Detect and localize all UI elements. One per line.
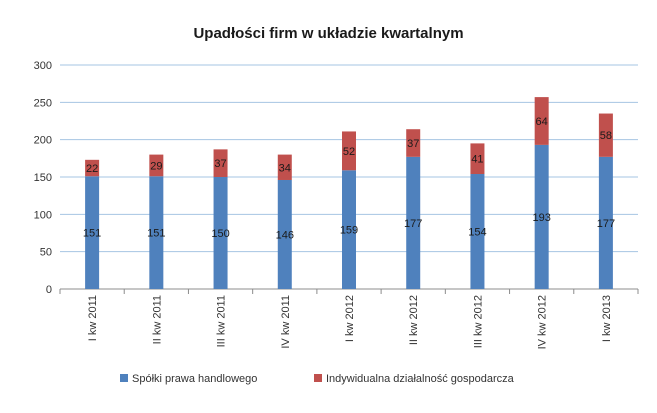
- legend-label: Spółki prawa handlowego: [132, 373, 257, 385]
- data-label: 37: [407, 138, 419, 150]
- x-tick-label: II kw 2012: [408, 295, 420, 345]
- bar-segment: [406, 156, 421, 289]
- data-label: 41: [471, 154, 483, 166]
- bar-segment: [213, 149, 228, 177]
- data-label: 146: [276, 229, 294, 241]
- data-label: 58: [600, 130, 612, 142]
- legend-label: Indywidualna działalność gospodarcza: [326, 373, 515, 385]
- x-tick-label: I kw 2013: [601, 295, 613, 342]
- bar-segment: [85, 176, 100, 289]
- chart-title: Upadłości firm w układzie kwartalnym: [193, 25, 464, 42]
- data-label: 193: [532, 212, 550, 224]
- data-label: 154: [468, 227, 486, 239]
- x-tick-label: IV kw 2011: [280, 295, 292, 349]
- bar-segment: [470, 174, 485, 289]
- data-label: 37: [214, 158, 226, 170]
- legend-swatch: [120, 374, 128, 382]
- data-label: 22: [86, 163, 98, 175]
- data-label: 159: [340, 225, 358, 237]
- bar-segment: [149, 176, 164, 289]
- x-tick-label: IV kw 2012: [537, 295, 549, 349]
- bar-segment: [406, 129, 421, 157]
- x-tick-label: I kw 2011: [87, 295, 99, 341]
- x-tick-label: III kw 2011: [216, 295, 228, 347]
- bar-segment: [277, 154, 292, 180]
- y-tick-label: 150: [34, 172, 52, 184]
- x-tick-label: II kw 2011: [151, 295, 163, 344]
- bar-segment: [342, 131, 356, 171]
- x-tick-label: III kw 2012: [472, 295, 484, 348]
- bar-segment: [534, 144, 549, 289]
- bar-segment: [598, 113, 613, 157]
- bar-segment: [277, 179, 292, 289]
- data-label: 52: [343, 146, 355, 158]
- data-label: 34: [279, 162, 291, 174]
- bar-segment: [342, 170, 356, 289]
- bar-segment: [470, 143, 485, 175]
- y-tick-label: 250: [34, 97, 52, 109]
- bar-segment: [534, 97, 549, 145]
- data-label: 29: [150, 160, 162, 172]
- bar-segment: [598, 156, 613, 289]
- x-tick-label: I kw 2012: [344, 295, 356, 342]
- bar-segment: [213, 177, 228, 289]
- y-tick-label: 200: [34, 135, 52, 147]
- y-tick-label: 50: [40, 247, 52, 259]
- legend-swatch: [314, 374, 322, 382]
- y-tick-label: 100: [34, 209, 52, 221]
- data-label: 177: [404, 218, 422, 230]
- y-tick-label: 300: [34, 60, 52, 72]
- data-label: 151: [83, 228, 101, 240]
- data-label: 177: [597, 218, 615, 230]
- data-label: 64: [536, 116, 548, 128]
- data-label: 151: [147, 228, 165, 240]
- data-label: 150: [211, 228, 229, 240]
- bar-segment: [149, 154, 164, 177]
- bar-segment: [85, 159, 100, 177]
- y-tick-label: 0: [46, 284, 52, 296]
